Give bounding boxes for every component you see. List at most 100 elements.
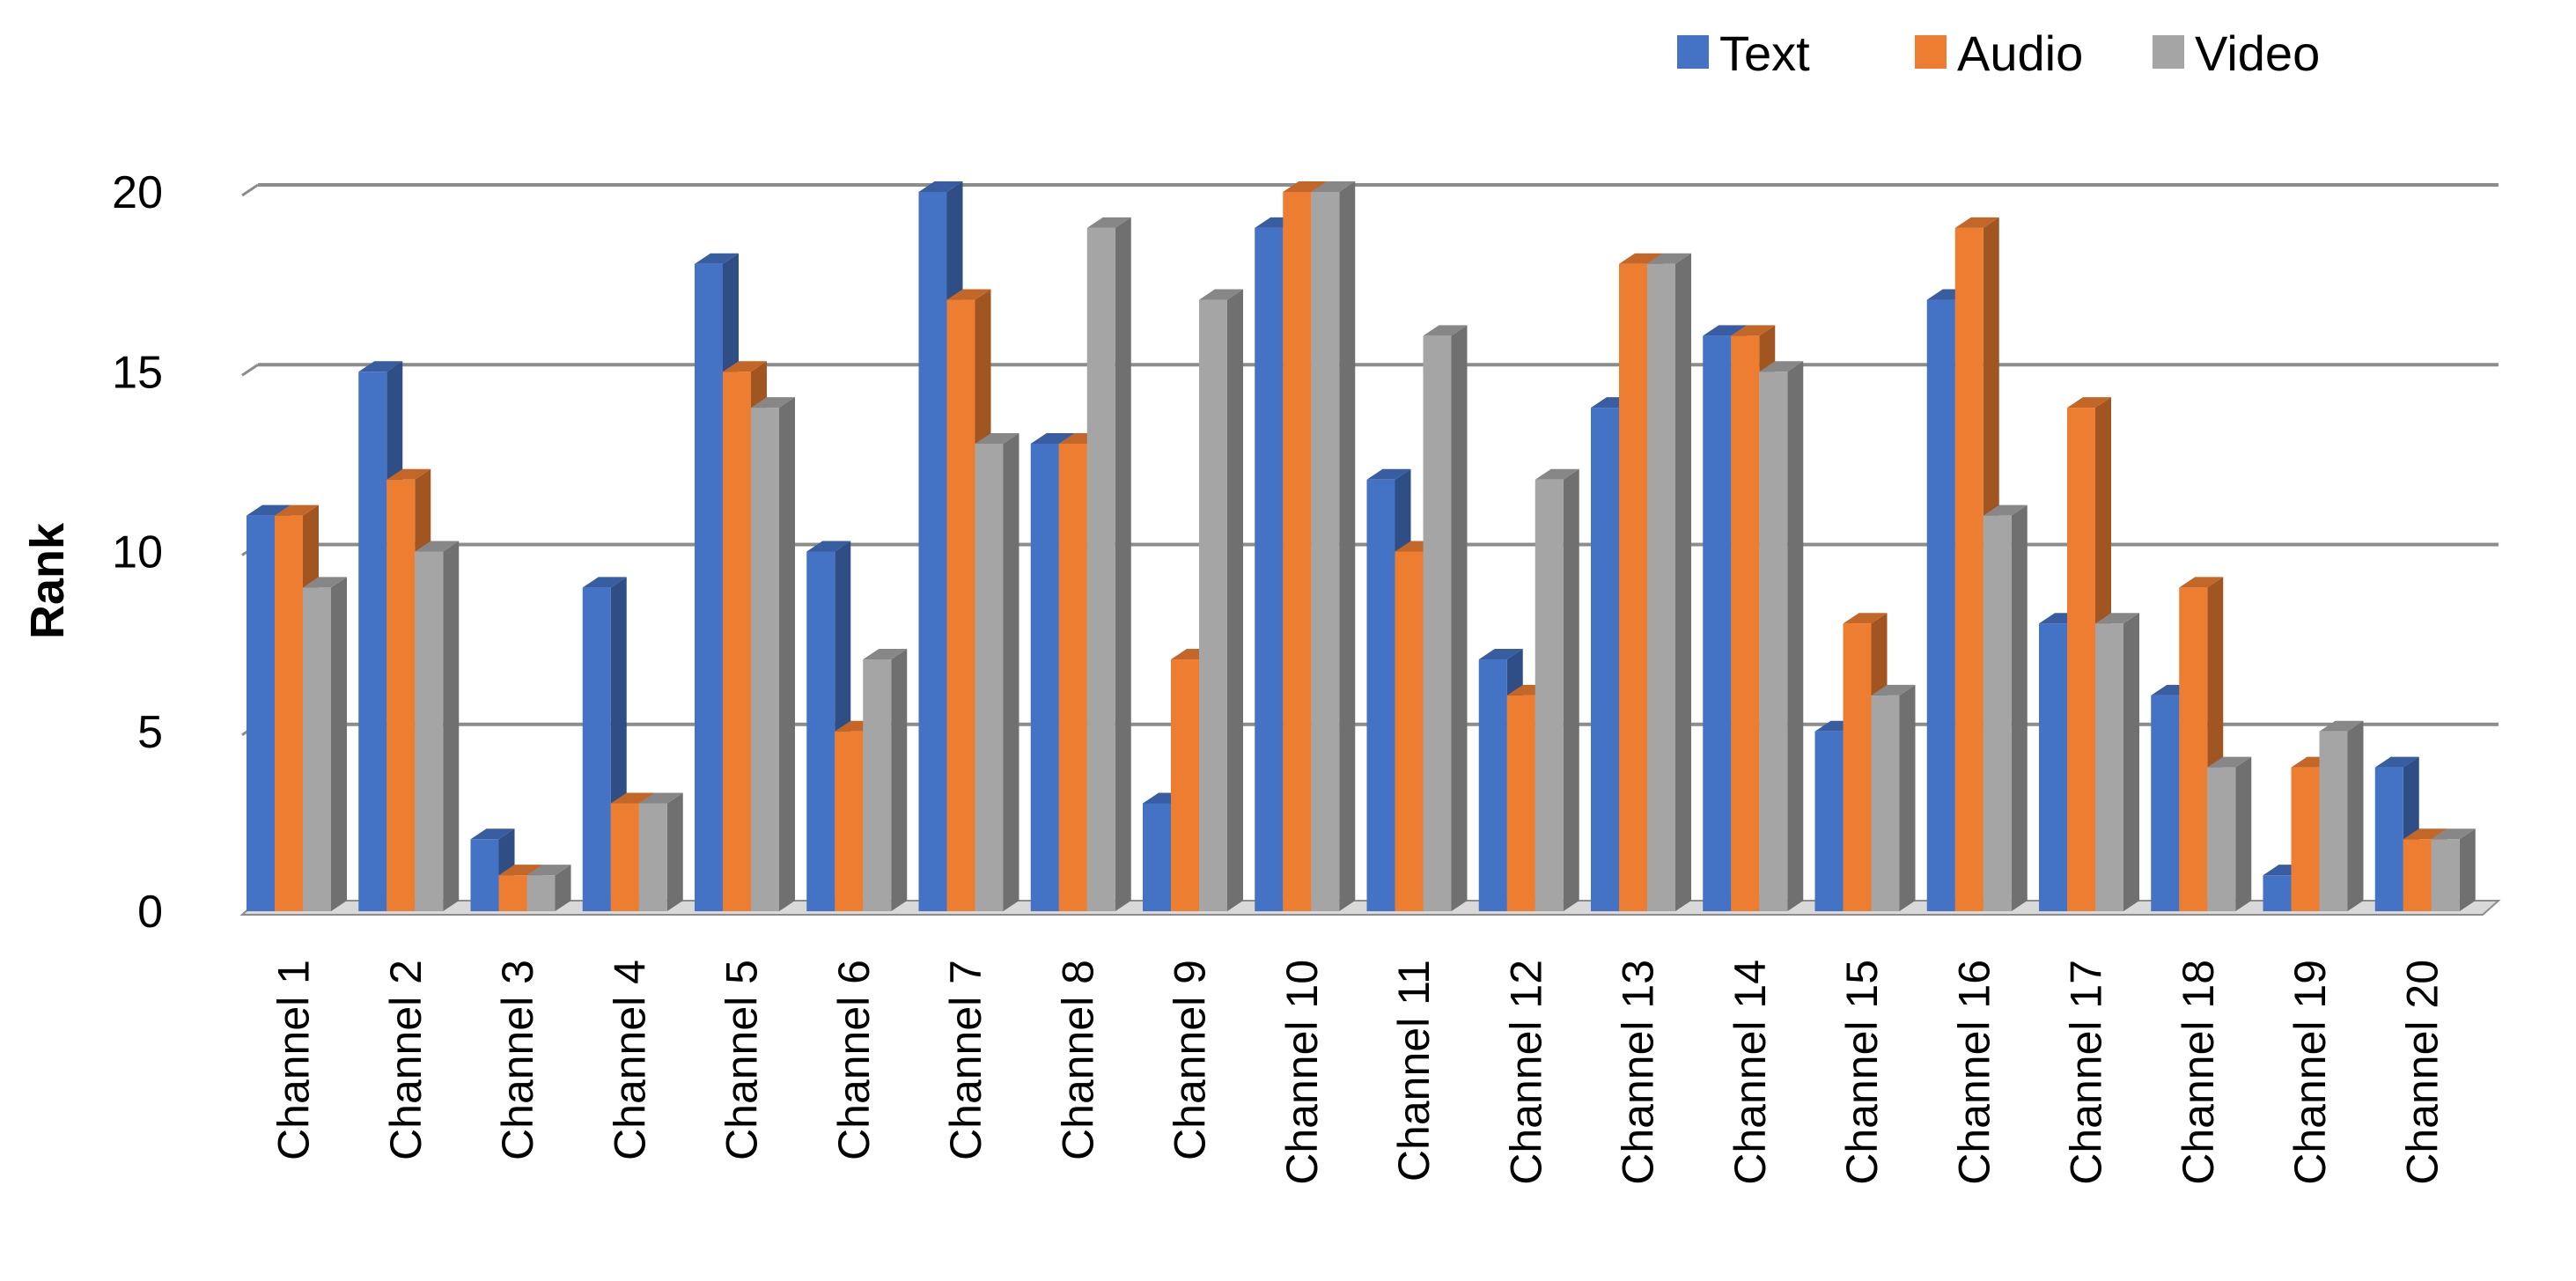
bar-side — [1899, 684, 1916, 911]
y-tick-label: 15 — [112, 347, 163, 398]
bar-front — [1311, 192, 1340, 911]
legend-swatch — [2153, 35, 2184, 69]
bar-front — [1255, 227, 1284, 912]
bar-front — [1926, 299, 1955, 911]
bar-top — [975, 432, 1019, 444]
bar-top — [275, 504, 319, 516]
bar-top — [638, 792, 683, 804]
bar-top — [2067, 397, 2111, 409]
bar-front — [610, 803, 639, 911]
bar-front — [2374, 767, 2403, 911]
bar-front — [470, 839, 499, 911]
bar-top — [470, 828, 515, 840]
bar-side — [1451, 325, 1468, 911]
bar-top — [415, 541, 460, 552]
bar-front — [806, 551, 835, 911]
bar-top — [498, 865, 543, 876]
bar-front — [1171, 659, 1199, 911]
x-tick-label: Channel 16 — [1949, 960, 1998, 1185]
bar-top — [2319, 720, 2364, 732]
bar-side — [443, 541, 460, 911]
bar-front — [695, 263, 723, 911]
bar-front — [1058, 443, 1087, 911]
bar-front — [526, 875, 556, 911]
bar-front — [1030, 443, 1059, 911]
bar-top — [1423, 325, 1468, 336]
bar-top — [1619, 253, 1663, 264]
bar-side — [2011, 504, 2028, 911]
bar-top — [386, 468, 431, 480]
bar-top — [1843, 613, 1888, 624]
bar-top — [2179, 577, 2224, 588]
legend-label: Video — [2195, 26, 2320, 81]
bar-video-12 — [1535, 468, 1579, 911]
bar-front — [863, 659, 892, 911]
bar-front — [2431, 839, 2460, 911]
bar-side — [1563, 468, 1579, 911]
bar-front — [498, 875, 527, 911]
x-tick-label: Channel 18 — [2174, 960, 2223, 1185]
bar-top — [1731, 325, 1776, 336]
legend-item-video: Video — [2153, 26, 2320, 81]
x-tick-label: Channel 3 — [493, 960, 542, 1160]
bar-front — [1619, 263, 1647, 911]
bar-front — [1731, 335, 1760, 911]
bar-video-6 — [863, 649, 908, 911]
bar-video-9 — [1199, 289, 1243, 911]
bar-side — [1003, 432, 1019, 911]
x-tick-label: Channel 8 — [1053, 960, 1102, 1160]
bar-video-7 — [975, 432, 1019, 911]
bar-top — [2095, 613, 2139, 624]
bar-front — [1759, 372, 1788, 911]
bar-top — [1703, 325, 1748, 336]
legend-label: Audio — [1957, 26, 2083, 81]
bar-front — [918, 192, 947, 911]
x-tick-label: Channel 9 — [1166, 960, 1215, 1160]
bar-front — [975, 443, 1004, 911]
bar-side — [1787, 361, 1804, 911]
bars — [247, 181, 2476, 912]
bar-front — [1843, 623, 1872, 911]
bar-front — [1703, 335, 1732, 911]
bar-video-3 — [526, 865, 571, 911]
legend-label: Text — [1719, 26, 1810, 81]
bar-front — [386, 479, 416, 911]
bar-front — [2319, 731, 2348, 911]
bar-front — [2263, 875, 2292, 911]
bar-side — [1115, 217, 1131, 912]
bar-side — [1675, 253, 1691, 911]
bar-front — [1954, 227, 1984, 912]
x-tick-label: Channel 12 — [1501, 960, 1550, 1185]
bar-video-13 — [1647, 253, 1691, 911]
x-tick-label: Channel 19 — [2285, 960, 2335, 1185]
bar-front — [358, 372, 387, 911]
bar-front — [638, 803, 667, 911]
bar-video-1 — [303, 577, 347, 911]
bar-top — [247, 504, 291, 516]
legend-swatch — [1677, 35, 1709, 69]
bar-side — [666, 792, 683, 911]
bar-top — [1954, 217, 1999, 228]
bar-side — [2459, 828, 2476, 911]
legend-item-audio: Audio — [1915, 26, 2083, 81]
bar-video-11 — [1423, 325, 1468, 911]
bar-front — [2291, 767, 2320, 911]
x-tick-label: Channel 7 — [941, 960, 990, 1160]
legend-swatch — [1915, 35, 1947, 69]
bar-side — [891, 649, 908, 911]
bar-top — [2431, 828, 2476, 840]
bar-video-17 — [2095, 613, 2139, 911]
bar-top — [303, 577, 347, 588]
x-tick-label: Channel 17 — [2062, 960, 2111, 1185]
bar-top — [2374, 756, 2419, 768]
x-tick-label: Channel 4 — [605, 960, 654, 1160]
x-tick-label: Channel 15 — [1837, 960, 1887, 1185]
x-tick-label: Channel 11 — [1389, 960, 1439, 1182]
bar-top — [1366, 468, 1411, 480]
bar-top — [1086, 217, 1131, 228]
bar-front — [247, 515, 275, 911]
x-tick-label: Channel 14 — [1726, 960, 1775, 1185]
bar-top — [695, 253, 739, 264]
bar-top — [1199, 289, 1243, 300]
